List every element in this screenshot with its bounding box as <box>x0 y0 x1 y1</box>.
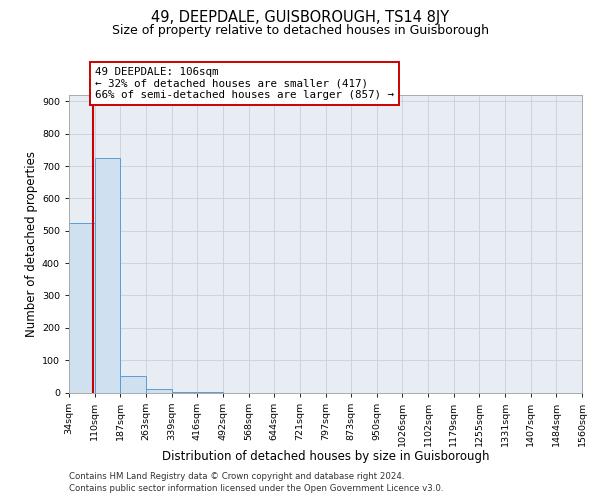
X-axis label: Distribution of detached houses by size in Guisborough: Distribution of detached houses by size … <box>162 450 489 463</box>
Text: Contains HM Land Registry data © Crown copyright and database right 2024.: Contains HM Land Registry data © Crown c… <box>69 472 404 481</box>
Text: 49 DEEPDALE: 106sqm
← 32% of detached houses are smaller (417)
66% of semi-detac: 49 DEEPDALE: 106sqm ← 32% of detached ho… <box>95 66 394 100</box>
Text: Contains public sector information licensed under the Open Government Licence v3: Contains public sector information licen… <box>69 484 443 493</box>
Text: Size of property relative to detached houses in Guisborough: Size of property relative to detached ho… <box>112 24 488 37</box>
Text: 49, DEEPDALE, GUISBOROUGH, TS14 8JY: 49, DEEPDALE, GUISBOROUGH, TS14 8JY <box>151 10 449 25</box>
Bar <box>121 376 146 392</box>
Bar <box>95 158 121 392</box>
Bar <box>146 390 172 392</box>
Y-axis label: Number of detached properties: Number of detached properties <box>25 151 38 337</box>
Bar <box>69 222 95 392</box>
